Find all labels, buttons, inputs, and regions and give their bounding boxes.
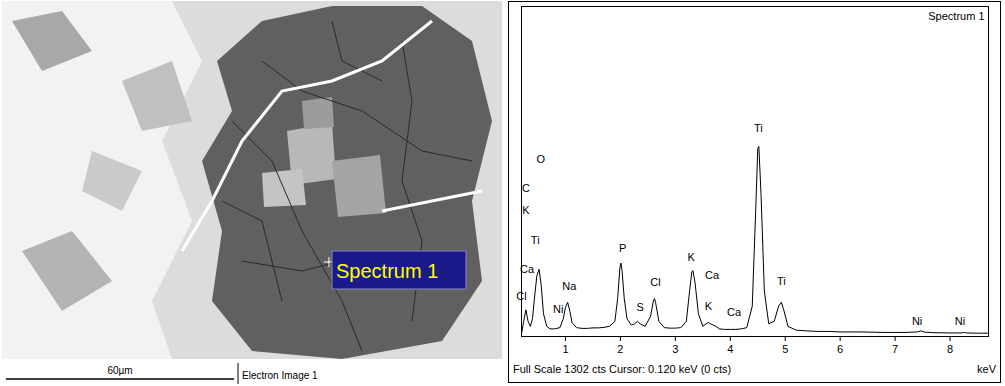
svg-text:Ni: Ni: [955, 315, 965, 327]
svg-text:K: K: [522, 204, 530, 216]
svg-text:4: 4: [727, 343, 733, 355]
svg-text:Electron Image 1: Electron Image 1: [242, 370, 318, 381]
html-text:keV: keV: [977, 363, 996, 375]
svg-text:Ca: Ca: [520, 263, 535, 275]
svg-text:S: S: [637, 301, 644, 313]
svg-text:2: 2: [617, 343, 623, 355]
svg-text:Ti: Ti: [777, 275, 786, 287]
svg-text:Ni: Ni: [912, 315, 922, 327]
svg-text:Na: Na: [562, 280, 577, 292]
svg-text:C: C: [522, 181, 530, 193]
svg-text:K: K: [705, 300, 713, 312]
svg-text:K: K: [688, 251, 696, 263]
svg-text:Ti: Ti: [531, 234, 540, 246]
svg-text:6: 6: [837, 343, 843, 355]
svg-text:8: 8: [947, 343, 953, 355]
svg-text:5: 5: [782, 343, 788, 355]
html-text:Full Scale 1302 cts Cursor: 0.: Full Scale 1302 cts Cursor: 0.120 keV (0…: [513, 363, 732, 375]
svg-text:P: P: [619, 242, 626, 254]
svg-text:Ni: Ni: [553, 303, 563, 315]
svg-text:Ti: Ti: [754, 122, 763, 134]
svg-text:Spectrum 1: Spectrum 1: [928, 10, 984, 22]
svg-text:7: 7: [892, 343, 898, 355]
svg-text:Cl: Cl: [650, 276, 660, 288]
svg-text:O: O: [536, 153, 545, 165]
svg-text:Ca: Ca: [727, 306, 742, 318]
svg-text:3: 3: [672, 343, 678, 355]
svg-text:60µm: 60µm: [107, 365, 132, 376]
svg-text:Ca: Ca: [705, 269, 720, 281]
svg-text:Cl: Cl: [516, 290, 526, 302]
svg-text:Spectrum 1: Spectrum 1: [336, 260, 438, 282]
svg-text:1: 1: [562, 343, 568, 355]
